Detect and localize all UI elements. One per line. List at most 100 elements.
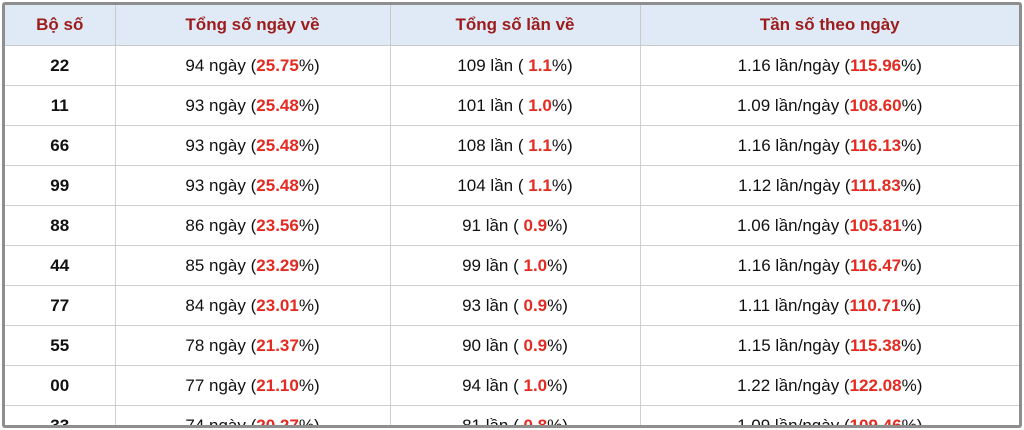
stat-suffix: %) <box>901 55 922 75</box>
stat-cell: 1.09 lần/ngày (108.60%) <box>639 85 1019 126</box>
stat-prefix: 93 lần ( <box>462 295 524 315</box>
stat-prefix: 77 ngày ( <box>185 375 257 395</box>
stat-cell: 99 lần ( 1.0%) <box>389 245 641 286</box>
stat-percent: 25.48 <box>256 175 299 195</box>
stat-cell: 109 lần ( 1.1%) <box>389 45 641 86</box>
stat-prefix: 94 lần ( <box>462 375 524 395</box>
stat-cell: 90 lần ( 0.9%) <box>389 325 641 366</box>
stat-suffix: %) <box>900 295 922 315</box>
stat-cell: 91 lần ( 0.9%) <box>389 205 641 246</box>
stat-cell: 1.12 lần/ngày (111.83%) <box>639 165 1019 206</box>
stat-suffix: %) <box>901 215 923 235</box>
stat-percent: 0.9 <box>523 335 548 355</box>
stat-prefix: 84 ngày ( <box>185 295 257 315</box>
stat-prefix: 108 lần ( <box>457 135 529 155</box>
stat-percent: 1.0 <box>528 95 552 115</box>
stat-suffix: %) <box>551 175 573 195</box>
table-row: 88 86 ngày (23.56%) 91 lần ( 0.9%) 1.06 lần… <box>5 205 1019 246</box>
table-row: 11 93 ngày (25.48%) 101 lần ( 1.0%) 1.09 lầ… <box>5 85 1019 126</box>
stat-cell: 1.06 lần/ngày (105.81%) <box>639 205 1019 246</box>
table-body: 22 94 ngày (25.75%) 109 lần ( 1.1%) 1.16 lầ… <box>5 45 1019 428</box>
stat-cell: 77 ngày (21.10%) <box>114 365 391 406</box>
stat-cell: 101 lần ( 1.0%) <box>389 85 641 126</box>
stat-suffix: %) <box>900 175 922 195</box>
stat-suffix: %) <box>547 375 568 395</box>
number-cell: 33 <box>5 405 116 425</box>
stat-prefix: 1.16 lần/ngày ( <box>737 55 851 75</box>
stat-suffix: %) <box>551 55 573 75</box>
stat-cell: 85 ngày (23.29%) <box>114 245 391 286</box>
stat-suffix: %) <box>547 295 568 315</box>
stat-suffix: %) <box>547 255 568 275</box>
stats-table: Bộ số Tổng số ngày về Tổng số lần về Tần số… <box>5 5 1019 428</box>
stat-percent: 108.60 <box>849 95 902 115</box>
stat-percent: 115.96 <box>850 55 902 75</box>
stat-prefix: 85 ngày ( <box>185 255 257 275</box>
stat-percent: 122.08 <box>849 375 902 395</box>
stat-percent: 0.8 <box>523 415 548 428</box>
stat-suffix: %) <box>298 375 320 395</box>
stat-cell: 93 lần ( 0.9%) <box>389 285 641 326</box>
stat-percent: 1.1 <box>528 175 552 195</box>
stat-cell: 1.16 lần/ngày (116.13%) <box>639 125 1019 166</box>
column-header: Bộ số <box>5 5 116 46</box>
stat-prefix: 109 lần ( <box>457 55 529 75</box>
stat-prefix: 1.15 lần/ngày ( <box>737 335 851 355</box>
stat-prefix: 1.16 lần/ngày ( <box>737 255 851 275</box>
stat-suffix: %) <box>298 55 320 75</box>
number-cell: 77 <box>5 285 116 326</box>
stat-percent: 25.75 <box>256 55 299 75</box>
stat-cell: 108 lần ( 1.1%) <box>389 125 641 166</box>
stat-suffix: %) <box>901 255 922 275</box>
stat-suffix: %) <box>298 255 320 275</box>
stat-cell: 1.11 lần/ngày (110.71%) <box>639 285 1019 326</box>
stat-suffix: %) <box>298 135 320 155</box>
stat-cell: 93 ngày (25.48%) <box>114 125 391 166</box>
number-cell: 00 <box>5 365 116 406</box>
stat-percent: 23.29 <box>256 255 299 275</box>
stat-percent: 1.1 <box>528 135 552 155</box>
stat-percent: 20.27 <box>256 415 299 428</box>
number-cell: 99 <box>5 165 116 206</box>
stat-suffix: %) <box>901 335 922 355</box>
stat-cell: 1.16 lần/ngày (115.96%) <box>639 45 1019 86</box>
stat-cell: 1.16 lần/ngày (116.47%) <box>639 245 1019 286</box>
stat-prefix: 1.22 lần/ngày ( <box>737 375 850 395</box>
stat-percent: 116.13 <box>850 135 902 155</box>
table-row: 77 84 ngày (23.01%) 93 lần ( 0.9%) 1.11 lần… <box>5 285 1019 326</box>
stat-cell: 1.22 lần/ngày (122.08%) <box>639 365 1019 406</box>
stat-cell: 94 ngày (25.75%) <box>114 45 391 86</box>
stat-percent: 1.0 <box>523 255 548 275</box>
stat-prefix: 1.12 lần/ngày ( <box>738 175 851 195</box>
stat-prefix: 78 ngày ( <box>185 335 257 355</box>
table-row: 66 93 ngày (25.48%) 108 lần ( 1.1%) 1.16 lầ… <box>5 125 1019 166</box>
stat-percent: 0.9 <box>523 215 548 235</box>
stat-percent: 21.37 <box>256 335 299 355</box>
stat-prefix: 91 lần ( <box>462 215 524 235</box>
column-header: Tần số theo ngày <box>639 5 1019 46</box>
stat-cell: 93 ngày (25.48%) <box>114 165 391 206</box>
stat-suffix: %) <box>298 335 320 355</box>
stat-suffix: %) <box>298 415 320 428</box>
stat-suffix: %) <box>551 135 573 155</box>
stat-prefix: 94 ngày ( <box>185 55 257 75</box>
table-row: 22 94 ngày (25.75%) 109 lần ( 1.1%) 1.16 lầ… <box>5 45 1019 86</box>
number-cell: 44 <box>5 245 116 286</box>
stat-percent: 1.0 <box>523 375 548 395</box>
stat-cell: 93 ngày (25.48%) <box>114 85 391 126</box>
stat-percent: 110.71 <box>849 295 901 315</box>
stat-prefix: 93 ngày ( <box>185 175 257 195</box>
stat-cell: 1.15 lần/ngày (115.38%) <box>639 325 1019 366</box>
stat-prefix: 74 ngày ( <box>185 415 257 428</box>
column-header: Tổng số lần về <box>389 5 641 46</box>
stat-percent: 21.10 <box>256 375 299 395</box>
stat-prefix: 93 ngày ( <box>185 135 257 155</box>
number-cell: 22 <box>5 45 116 86</box>
stat-suffix: %) <box>551 95 573 115</box>
stat-suffix: %) <box>901 95 923 115</box>
stat-prefix: 104 lần ( <box>457 175 529 195</box>
stat-percent: 105.81 <box>849 215 902 235</box>
stat-suffix: %) <box>298 295 320 315</box>
stat-prefix: 1.06 lần/ngày ( <box>737 215 850 235</box>
stat-percent: 115.38 <box>850 335 902 355</box>
